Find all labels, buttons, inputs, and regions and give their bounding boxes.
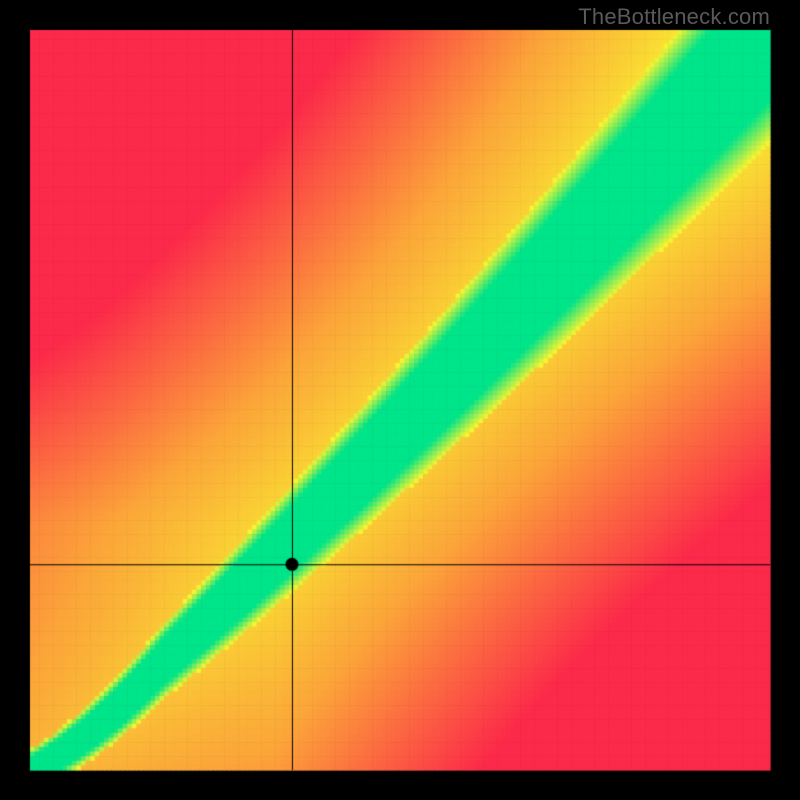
chart-container: TheBottleneck.com xyxy=(0,0,800,800)
heatmap-canvas xyxy=(0,0,800,800)
watermark-text: TheBottleneck.com xyxy=(578,4,770,30)
